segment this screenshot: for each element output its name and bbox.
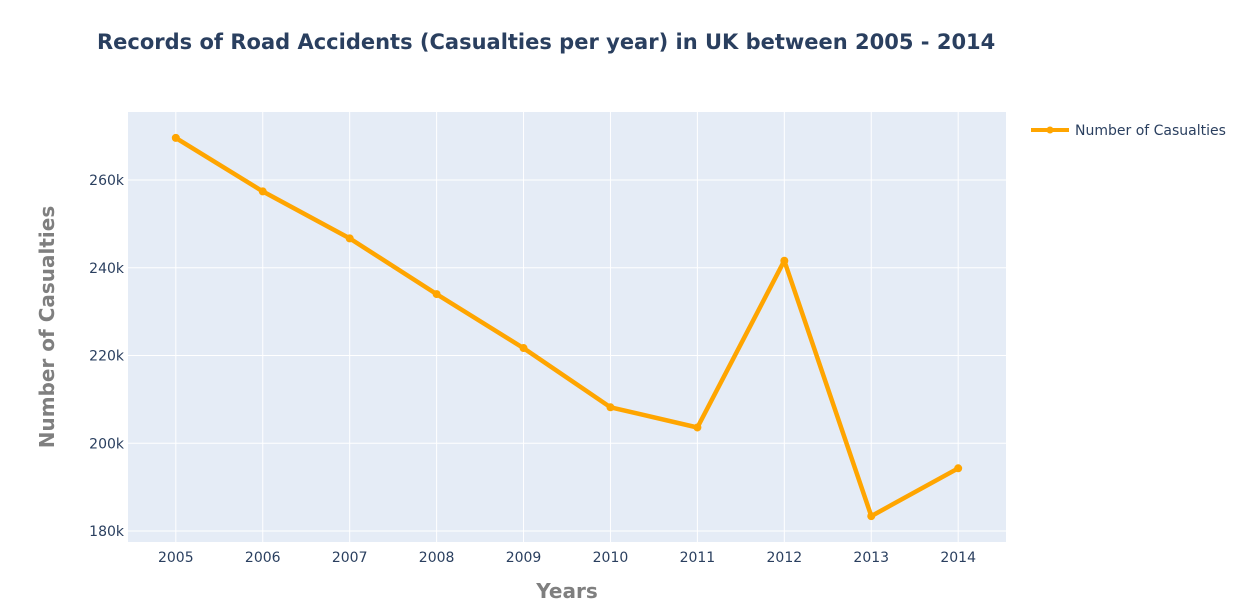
x-tick-label: 2014 xyxy=(940,550,976,566)
x-tick-label: 2008 xyxy=(419,550,455,566)
data-point[interactable] xyxy=(171,133,180,142)
x-tick-label: 2009 xyxy=(506,550,542,566)
y-tick-label: 200k xyxy=(89,436,125,452)
x-tick-label: 2005 xyxy=(158,550,194,566)
gridlines xyxy=(128,112,1006,542)
y-tick-label: 240k xyxy=(89,261,125,277)
x-tick-label: 2007 xyxy=(332,550,368,566)
y-tick-label: 180k xyxy=(89,524,125,540)
x-tick-label: 2013 xyxy=(853,550,889,566)
data-point[interactable] xyxy=(258,187,267,196)
series-layer xyxy=(171,133,963,521)
data-point[interactable] xyxy=(432,290,441,299)
legend-marker-icon xyxy=(1046,126,1054,134)
chart-title: Records of Road Accidents (Casualties pe… xyxy=(97,30,995,54)
data-point[interactable] xyxy=(954,464,963,473)
data-point[interactable] xyxy=(519,344,528,353)
x-tick-label: 2006 xyxy=(245,550,281,566)
y-axis-title: Number of Casualties xyxy=(35,206,59,448)
data-point[interactable] xyxy=(780,256,789,265)
plot-area xyxy=(128,112,1006,542)
y-axis-ticks: 180k 200k 220k 240k 260k xyxy=(89,173,125,540)
x-tick-label: 2011 xyxy=(680,550,716,566)
x-tick-label: 2010 xyxy=(593,550,629,566)
data-point[interactable] xyxy=(693,423,702,432)
data-point[interactable] xyxy=(867,512,876,521)
legend[interactable]: Number of Casualties xyxy=(1031,123,1226,139)
y-tick-label: 220k xyxy=(89,349,125,365)
legend-label: Number of Casualties xyxy=(1075,123,1226,139)
x-axis-ticks: 2005 2006 2007 2008 2009 2010 2011 2012 2013 2014 xyxy=(158,550,976,566)
x-axis-title: Years xyxy=(535,579,597,603)
series-line xyxy=(173,135,961,519)
y-tick-label: 260k xyxy=(89,173,125,189)
x-tick-label: 2012 xyxy=(767,550,803,566)
data-point[interactable] xyxy=(606,403,615,412)
data-point[interactable] xyxy=(345,234,354,243)
